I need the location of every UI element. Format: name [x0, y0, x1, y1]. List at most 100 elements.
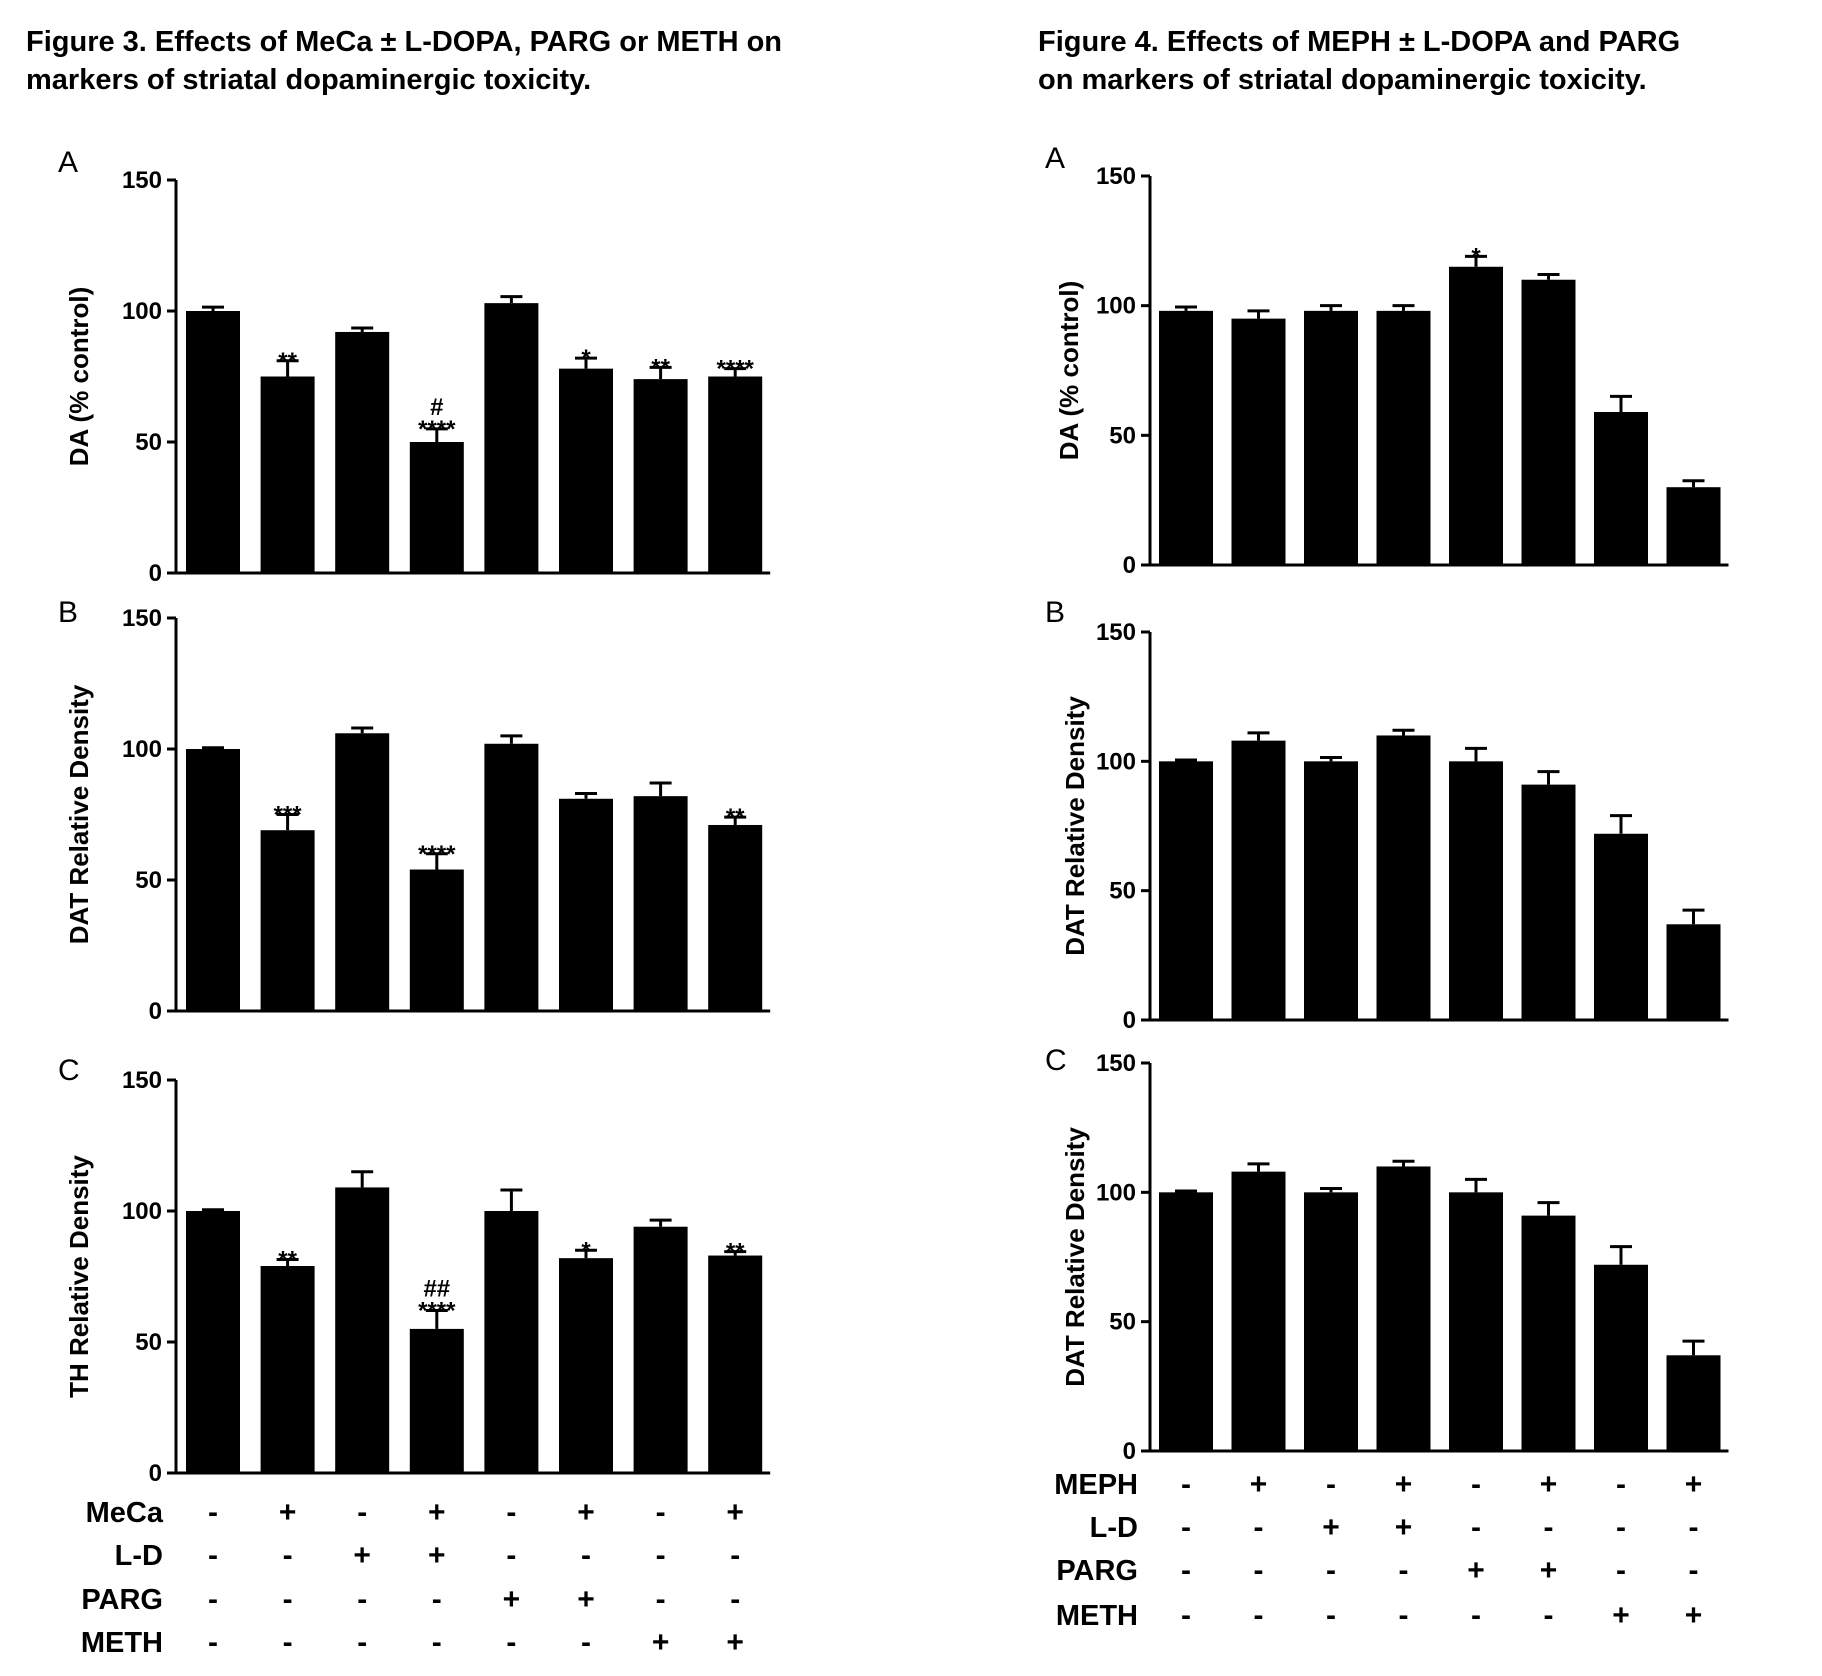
- bar: [260, 830, 315, 1011]
- bar: [1449, 266, 1503, 565]
- significance-annotation: #: [430, 394, 443, 421]
- y-tick-label: 0: [149, 1460, 162, 1487]
- treatment-sign: +: [353, 1539, 371, 1572]
- y-axis-label: DA (% control): [1054, 281, 1084, 461]
- significance-annotation: *: [581, 345, 591, 372]
- treatment-sign: +: [1250, 1468, 1268, 1501]
- treatment-sign: -: [1616, 1511, 1626, 1544]
- panel-letter: B: [58, 596, 78, 629]
- treatment-sign: +: [726, 1626, 744, 1659]
- bar: [633, 1226, 688, 1473]
- treatment-sign: -: [208, 1496, 218, 1529]
- y-tick-label: 50: [135, 1329, 162, 1356]
- treatment-sign: -: [357, 1583, 367, 1616]
- y-tick-label: 0: [149, 998, 162, 1025]
- treatment-sign: -: [1326, 1468, 1336, 1501]
- significance-annotation: ***: [274, 802, 303, 829]
- y-tick-label: 0: [1123, 552, 1136, 579]
- treatment-sign: +: [279, 1496, 297, 1529]
- treatment-sign: +: [652, 1626, 670, 1659]
- bar: [484, 303, 539, 573]
- treatment-sign: -: [432, 1583, 442, 1616]
- y-tick-label: 50: [135, 429, 162, 456]
- bar: [1231, 740, 1286, 1020]
- y-tick-label: 150: [1096, 619, 1136, 646]
- bar: [1521, 1215, 1576, 1451]
- bar: [335, 331, 390, 573]
- bar: [484, 743, 539, 1011]
- treatment-sign: +: [503, 1583, 521, 1616]
- treatment-sign: +: [1322, 1511, 1340, 1544]
- bar: [1304, 310, 1358, 565]
- significance-annotation: **: [726, 804, 745, 831]
- y-axis-label: DA (% control): [64, 287, 94, 467]
- significance-annotation: **: [651, 354, 670, 381]
- treatment-sign: -: [357, 1496, 367, 1529]
- treatment-label: PARG: [1056, 1555, 1138, 1587]
- y-tick-label: 150: [1096, 163, 1136, 190]
- bar: [1666, 924, 1721, 1020]
- significance-annotation: **: [278, 348, 297, 375]
- bar: [484, 1211, 539, 1473]
- treatment-sign: -: [506, 1626, 516, 1659]
- treatment-table-fig4: MEPH - + - + - + - + L-D - - + + - - - - PARG - - - - + + - - METH -…: [1054, 1468, 1702, 1632]
- bar: [1594, 833, 1648, 1020]
- y-tick-label: 150: [122, 1067, 162, 1094]
- y-tick-label: 100: [122, 298, 162, 325]
- treatment-label: MEPH: [1054, 1469, 1138, 1501]
- treatment-sign: -: [581, 1539, 591, 1572]
- y-axis-label: DAT Relative Density: [64, 684, 94, 944]
- treatment-sign: -: [283, 1626, 293, 1659]
- bar: [186, 311, 240, 573]
- treatment-sign: -: [1399, 1599, 1409, 1632]
- chart-panel-fig4-c: 0 50 100 150 C DAT Relative Density: [1045, 1044, 1729, 1465]
- treatment-sign: -: [1326, 1599, 1336, 1632]
- treatment-sign: -: [1544, 1599, 1554, 1632]
- bar: [708, 824, 763, 1011]
- bar: [186, 749, 240, 1011]
- bar: [335, 733, 390, 1011]
- treatment-sign: -: [1616, 1468, 1626, 1501]
- y-axis-label: DAT Relative Density: [1060, 1127, 1090, 1387]
- treatment-label: MeCa: [86, 1497, 164, 1529]
- bar: [409, 1328, 464, 1473]
- significance-annotation: **: [726, 1239, 745, 1266]
- y-tick-label: 0: [1123, 1438, 1136, 1465]
- treatment-sign: +: [428, 1496, 446, 1529]
- treatment-sign: +: [1467, 1554, 1485, 1587]
- y-tick-label: 0: [1123, 1007, 1136, 1034]
- y-tick-label: 150: [122, 605, 162, 632]
- treatment-sign: +: [1685, 1599, 1703, 1632]
- bar: [409, 869, 464, 1011]
- treatment-sign: -: [208, 1583, 218, 1616]
- bar: [559, 368, 613, 573]
- treatment-table-fig3: MeCa - + - + - + - + L-D - - + + - - - - PARG - - - - + + - - METH -…: [81, 1496, 744, 1659]
- y-tick-label: 100: [1096, 293, 1136, 320]
- bar: [260, 1266, 315, 1473]
- significance-annotation: ****: [418, 416, 456, 443]
- bar: [1521, 784, 1576, 1020]
- treatment-sign: +: [577, 1496, 595, 1529]
- figure-4-title: Figure 4. Effects of MEPH ± L-DOPA and P…: [1038, 26, 1681, 96]
- bar: [1376, 310, 1431, 565]
- panel-letter: A: [58, 146, 78, 179]
- bar: [559, 798, 613, 1011]
- treatment-sign: -: [208, 1539, 218, 1572]
- significance-annotation: ****: [717, 356, 755, 383]
- bar: [1231, 1171, 1286, 1451]
- treatment-sign: -: [506, 1539, 516, 1572]
- significance-annotation: *: [581, 1237, 591, 1264]
- treatment-sign: +: [577, 1583, 595, 1616]
- y-tick-label: 100: [122, 736, 162, 763]
- bar: [708, 376, 763, 573]
- bar: [1159, 761, 1213, 1020]
- treatment-sign: +: [726, 1496, 744, 1529]
- bar: [1376, 735, 1431, 1020]
- treatment-sign: -: [1544, 1511, 1554, 1544]
- bar: [1159, 1192, 1213, 1451]
- treatment-label: METH: [81, 1627, 163, 1659]
- bar: [1304, 1192, 1358, 1451]
- treatment-sign: -: [1689, 1511, 1699, 1544]
